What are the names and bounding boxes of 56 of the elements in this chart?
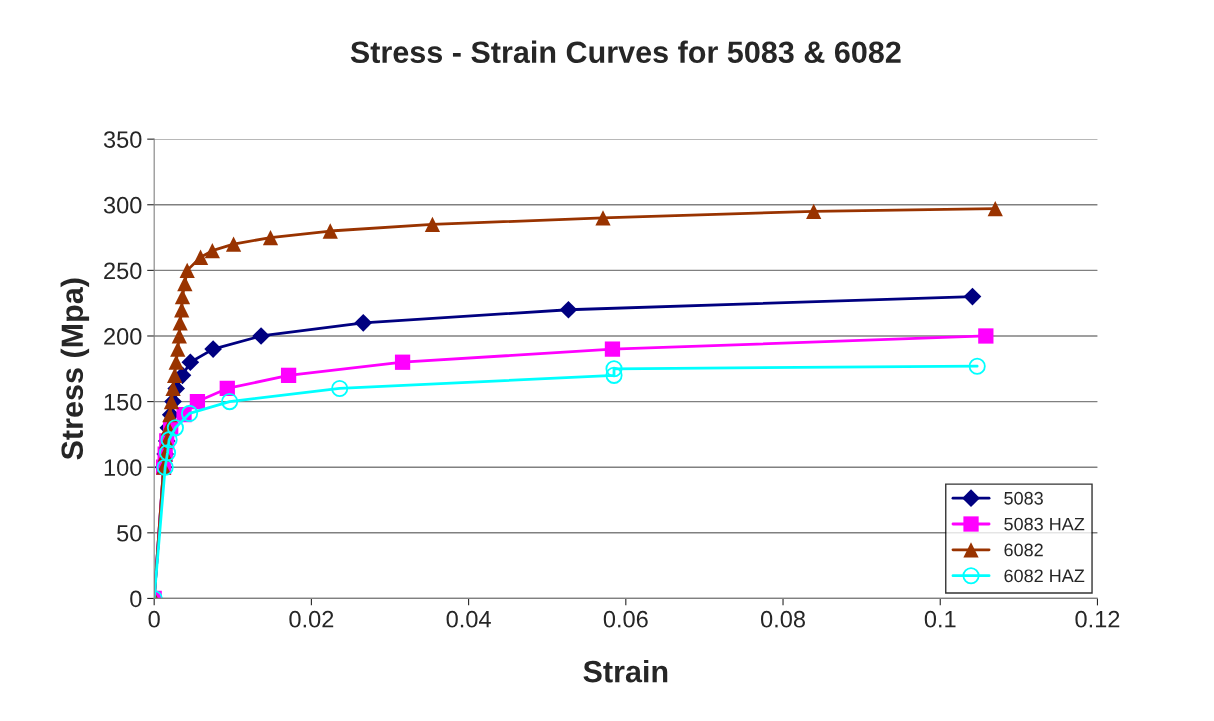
point — [225, 236, 242, 252]
point — [280, 367, 297, 383]
point — [252, 327, 270, 345]
point — [605, 366, 623, 384]
point — [354, 314, 373, 332]
legend-label: 6082 HAZ — [1004, 569, 1085, 583]
y-axis-title: Stress (Mpa) — [60, 278, 90, 460]
point — [179, 262, 195, 279]
y-tick-label: 50 — [117, 524, 142, 542]
point — [331, 379, 349, 398]
point — [424, 216, 441, 233]
point — [604, 341, 621, 357]
x-tick-label: 0.1 — [924, 610, 956, 628]
x-tick-label: 0.08 — [760, 610, 805, 628]
x-tick-label: 0.02 — [289, 610, 334, 628]
point — [192, 249, 209, 265]
x-axis-title: Strain — [583, 660, 668, 683]
point — [171, 328, 187, 344]
point — [595, 210, 611, 226]
point — [559, 300, 578, 319]
x-tick-label: 0 — [148, 610, 160, 628]
x-tick-label: 0.04 — [446, 610, 491, 628]
point — [204, 243, 220, 259]
y-tick-label: 350 — [103, 131, 142, 148]
point — [189, 393, 206, 410]
point — [978, 328, 994, 344]
chart-title: Stress - Strain Curves for 5083 & 6082 — [350, 40, 901, 64]
point — [963, 287, 982, 306]
point — [168, 354, 184, 370]
point — [166, 367, 183, 383]
point — [322, 223, 338, 239]
y-tick-label: 150 — [104, 393, 142, 411]
legend-label: 6082 — [1004, 543, 1043, 557]
point — [181, 353, 200, 372]
point — [170, 341, 186, 357]
point — [394, 354, 411, 370]
legend-label: 5083 HAZ — [1004, 517, 1085, 531]
point — [806, 203, 822, 219]
point — [174, 302, 190, 318]
y-tick-label: 250 — [104, 262, 142, 280]
x-tick-label: 0.06 — [603, 610, 648, 628]
point — [166, 419, 184, 437]
point — [221, 393, 239, 411]
y-tick-label: 200 — [104, 328, 142, 345]
x-tick-label: 0.12 — [1075, 610, 1120, 628]
point — [605, 360, 623, 378]
y-tick-label: 300 — [103, 196, 142, 214]
point — [968, 357, 986, 375]
point — [204, 340, 222, 358]
point — [262, 229, 279, 246]
legend-label: 5083 — [1004, 491, 1043, 505]
point — [181, 404, 199, 422]
y-tick-label: 0 — [130, 590, 142, 608]
point — [987, 201, 1003, 217]
point — [172, 315, 188, 331]
y-tick-label: 100 — [104, 459, 142, 476]
